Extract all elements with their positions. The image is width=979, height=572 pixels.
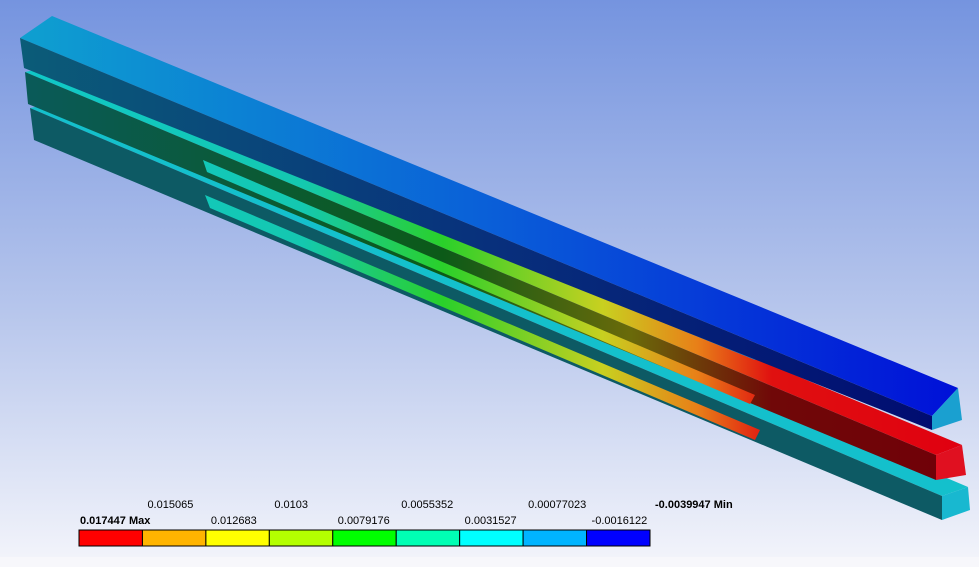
legend-value: -0.0016122 <box>592 515 648 527</box>
legend-swatch <box>332 529 397 547</box>
beam-side <box>20 38 932 430</box>
layer <box>205 195 760 440</box>
legend-value: 0.0031527 <box>465 515 517 527</box>
legend-value: 0.015065 <box>147 499 193 511</box>
legend-value: 0.00077023 <box>528 499 586 511</box>
legend-label: 0.0079176 <box>338 515 390 527</box>
legend-label: 0.012683 <box>211 515 257 527</box>
legend-value: 0.0079176 <box>338 515 390 527</box>
legend-swatch <box>395 529 461 547</box>
legend: 0.017447 Max 0.015065 0.012683 0.0103 0.0079… <box>78 499 733 547</box>
beam-end <box>942 487 970 520</box>
legend-value: 0.0055352 <box>401 499 453 511</box>
beam-end <box>932 388 962 430</box>
legend-swatch <box>459 529 524 547</box>
legend-label: 0.0031527 <box>465 515 517 527</box>
max-tag: Max <box>129 515 151 527</box>
legend-label: 0.017447 Max <box>80 515 151 527</box>
legend-label: -0.0039947 Min <box>655 499 733 511</box>
legend-swatch <box>586 529 651 547</box>
beam-top <box>20 16 958 416</box>
legend-swatch <box>78 529 143 547</box>
legend-label: 0.0103 <box>274 499 308 511</box>
legend-label: 0.015065 <box>147 499 193 511</box>
legend-swatch <box>141 529 207 547</box>
legend-swatch <box>522 529 588 547</box>
legend-value: 0.017447 <box>80 515 126 527</box>
legend-value: 0.0103 <box>274 499 308 511</box>
beam-end <box>936 445 966 480</box>
min-tag: Min <box>714 499 733 511</box>
layer <box>203 160 755 404</box>
status-strip <box>0 557 979 567</box>
legend-value: 0.012683 <box>211 515 257 527</box>
beam-top <box>25 66 962 455</box>
legend-value: -0.0039947 <box>655 499 711 511</box>
legend-swatch <box>268 529 334 547</box>
legend-swatch <box>205 529 270 547</box>
legend-label: 0.00077023 <box>528 499 586 511</box>
legend-label: 0.0055352 <box>401 499 453 511</box>
legend-label: -0.0016122 <box>592 515 648 527</box>
